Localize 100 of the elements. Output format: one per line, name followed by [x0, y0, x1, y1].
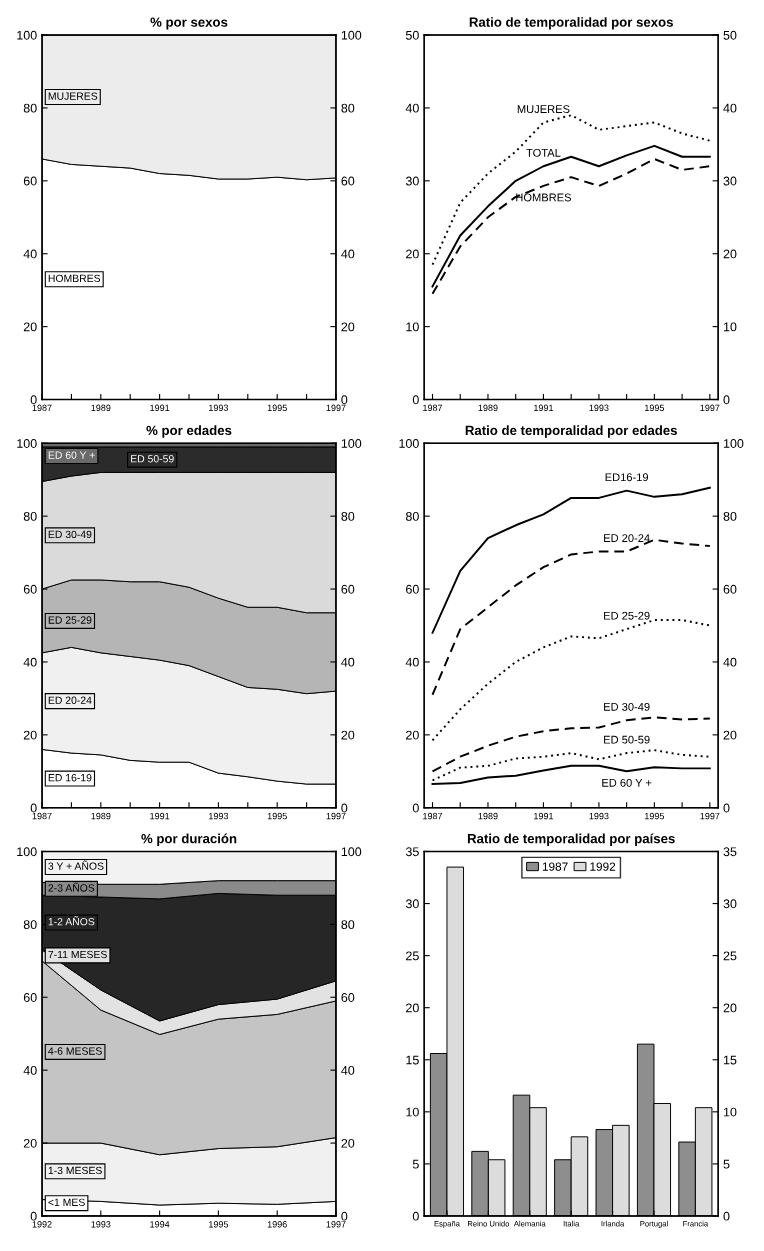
- line-series: [431, 764, 711, 786]
- y-tick-label: 10: [406, 1107, 419, 1117]
- series-label: 2-3 AÑOS: [48, 882, 95, 892]
- y-tick-label: 50: [405, 30, 419, 40]
- y2-tick-label: 20: [341, 322, 355, 332]
- y-tick-label: 40: [23, 657, 37, 667]
- x-tick-label: 1997: [700, 812, 720, 820]
- y2-tick-label: 60: [723, 584, 737, 594]
- legend-label: 1987: [542, 862, 568, 871]
- x-tick-label: 1991: [534, 812, 554, 820]
- y2-tick-label: 40: [723, 657, 737, 667]
- y-tick-label: 60: [23, 584, 37, 594]
- y-tick-label: 40: [405, 103, 419, 113]
- y2-tick-label: 20: [723, 730, 737, 740]
- y-tick-label: 0: [412, 1211, 419, 1221]
- series-label: HOMBRES: [48, 274, 101, 283]
- y2-tick-label: 35: [723, 847, 737, 857]
- x-tick-label: 1997: [326, 812, 346, 820]
- x-tick-label: 1992: [32, 1221, 52, 1228]
- x-tick-label: 1989: [478, 404, 498, 412]
- x-tick-label: 1994: [150, 1221, 170, 1228]
- x-tick-label: 1993: [589, 812, 609, 820]
- series-label: ED 16-19: [48, 774, 92, 782]
- y-tick-label: 100: [17, 439, 37, 448]
- x-tick-label: 1997: [700, 404, 720, 412]
- y-tick-label: 60: [23, 176, 37, 186]
- y2-tick-label: 0: [341, 803, 348, 813]
- series-label: 3 Y + AÑOS: [48, 860, 104, 870]
- x-tick-label: 1995: [645, 812, 665, 820]
- y-tick-label: 0: [30, 395, 37, 405]
- y2-tick-label: 80: [723, 511, 737, 521]
- series-label: ED 25-29: [48, 616, 92, 624]
- x-tick-label: 1987: [32, 812, 52, 820]
- x-tick-label: 1995: [267, 404, 287, 412]
- series-label: ED16-19: [605, 473, 649, 482]
- series-label: MUJERES: [48, 92, 98, 100]
- chart-title: Ratio de temporalidad por sexos: [469, 17, 673, 30]
- y2-tick-label: 30: [723, 176, 737, 186]
- x-tick-label: 1987: [32, 404, 52, 412]
- y2-tick-label: 100: [341, 847, 362, 857]
- y2-tick-label: 80: [341, 511, 355, 521]
- x-tick-label: 1993: [209, 404, 229, 412]
- y2-tick-label: 15: [723, 1055, 737, 1065]
- x-tick-label: 1993: [589, 404, 609, 412]
- series-label: 1-3 MESES: [48, 1166, 102, 1175]
- y2-tick-label: 40: [341, 249, 355, 259]
- y2-tick-label: 60: [341, 993, 355, 1002]
- legend-label: 1992: [590, 862, 616, 871]
- x-tick-label: 1995: [267, 812, 287, 820]
- x-tick-label: 1993: [91, 1221, 111, 1228]
- x-tick-label: 1991: [534, 404, 554, 412]
- x-tick-label: 1991: [150, 404, 170, 412]
- series-label: ED 50-59: [604, 735, 650, 744]
- series-label: ED 50-59: [131, 455, 174, 463]
- line-series: [431, 114, 711, 266]
- y-tick-label: 30: [405, 899, 419, 909]
- y-tick-label: 60: [406, 584, 419, 594]
- y2-tick-label: 0: [723, 1211, 730, 1221]
- line-series: [431, 486, 711, 634]
- y-tick-label: 20: [406, 249, 419, 259]
- series-label: <1 MES: [48, 1198, 85, 1207]
- y2-tick-label: 40: [341, 657, 355, 667]
- y2-tick-label: 60: [341, 584, 355, 594]
- y2-tick-label: 25: [723, 951, 737, 961]
- chart-title: % por duración: [141, 833, 237, 846]
- x-tick-label: 1991: [150, 812, 170, 820]
- y2-tick-label: 0: [341, 1211, 348, 1221]
- y-tick-label: 40: [405, 657, 419, 667]
- line-series: [431, 716, 711, 773]
- y2-tick-label: 0: [341, 395, 348, 405]
- y-tick-label: 20: [23, 322, 37, 332]
- y2-tick-label: 0: [723, 803, 730, 813]
- y-tick-label: 0: [412, 395, 419, 405]
- series-label: ED 30-49: [604, 702, 650, 711]
- y2-tick-label: 100: [723, 439, 744, 448]
- y2-tick-label: 100: [341, 439, 362, 448]
- y2-tick-label: 20: [341, 730, 355, 740]
- series-label: ED 30-49: [48, 530, 92, 539]
- series-label: HOMBRES: [516, 193, 572, 202]
- series-label: ED 20-24: [48, 696, 92, 704]
- series-label: ED 20-24: [604, 534, 650, 543]
- y2-tick-label: 30: [723, 899, 737, 909]
- y2-tick-label: 20: [723, 1003, 737, 1013]
- y2-tick-label: 10: [723, 322, 737, 332]
- y-tick-label: 20: [406, 730, 419, 740]
- series-label: 7-11 MESES: [48, 950, 107, 959]
- y-tick-label: 30: [405, 176, 419, 186]
- series-label: ED 25-29: [604, 611, 650, 620]
- y2-tick-label: 5: [723, 1159, 730, 1169]
- y-tick-label: 100: [17, 847, 37, 857]
- y-tick-label: 0: [30, 1211, 37, 1221]
- y-tick-label: 5: [412, 1159, 419, 1169]
- x-tick-label: 1989: [91, 404, 111, 412]
- chart-title: Ratio de temporalidad por edades: [465, 425, 677, 438]
- line-series: [431, 619, 711, 742]
- y-tick-label: 80: [23, 920, 37, 930]
- y2-tick-label: 60: [341, 176, 355, 186]
- y-tick-label: 20: [406, 1003, 419, 1013]
- y-tick-label: 80: [23, 511, 37, 521]
- y-tick-label: 0: [412, 803, 419, 813]
